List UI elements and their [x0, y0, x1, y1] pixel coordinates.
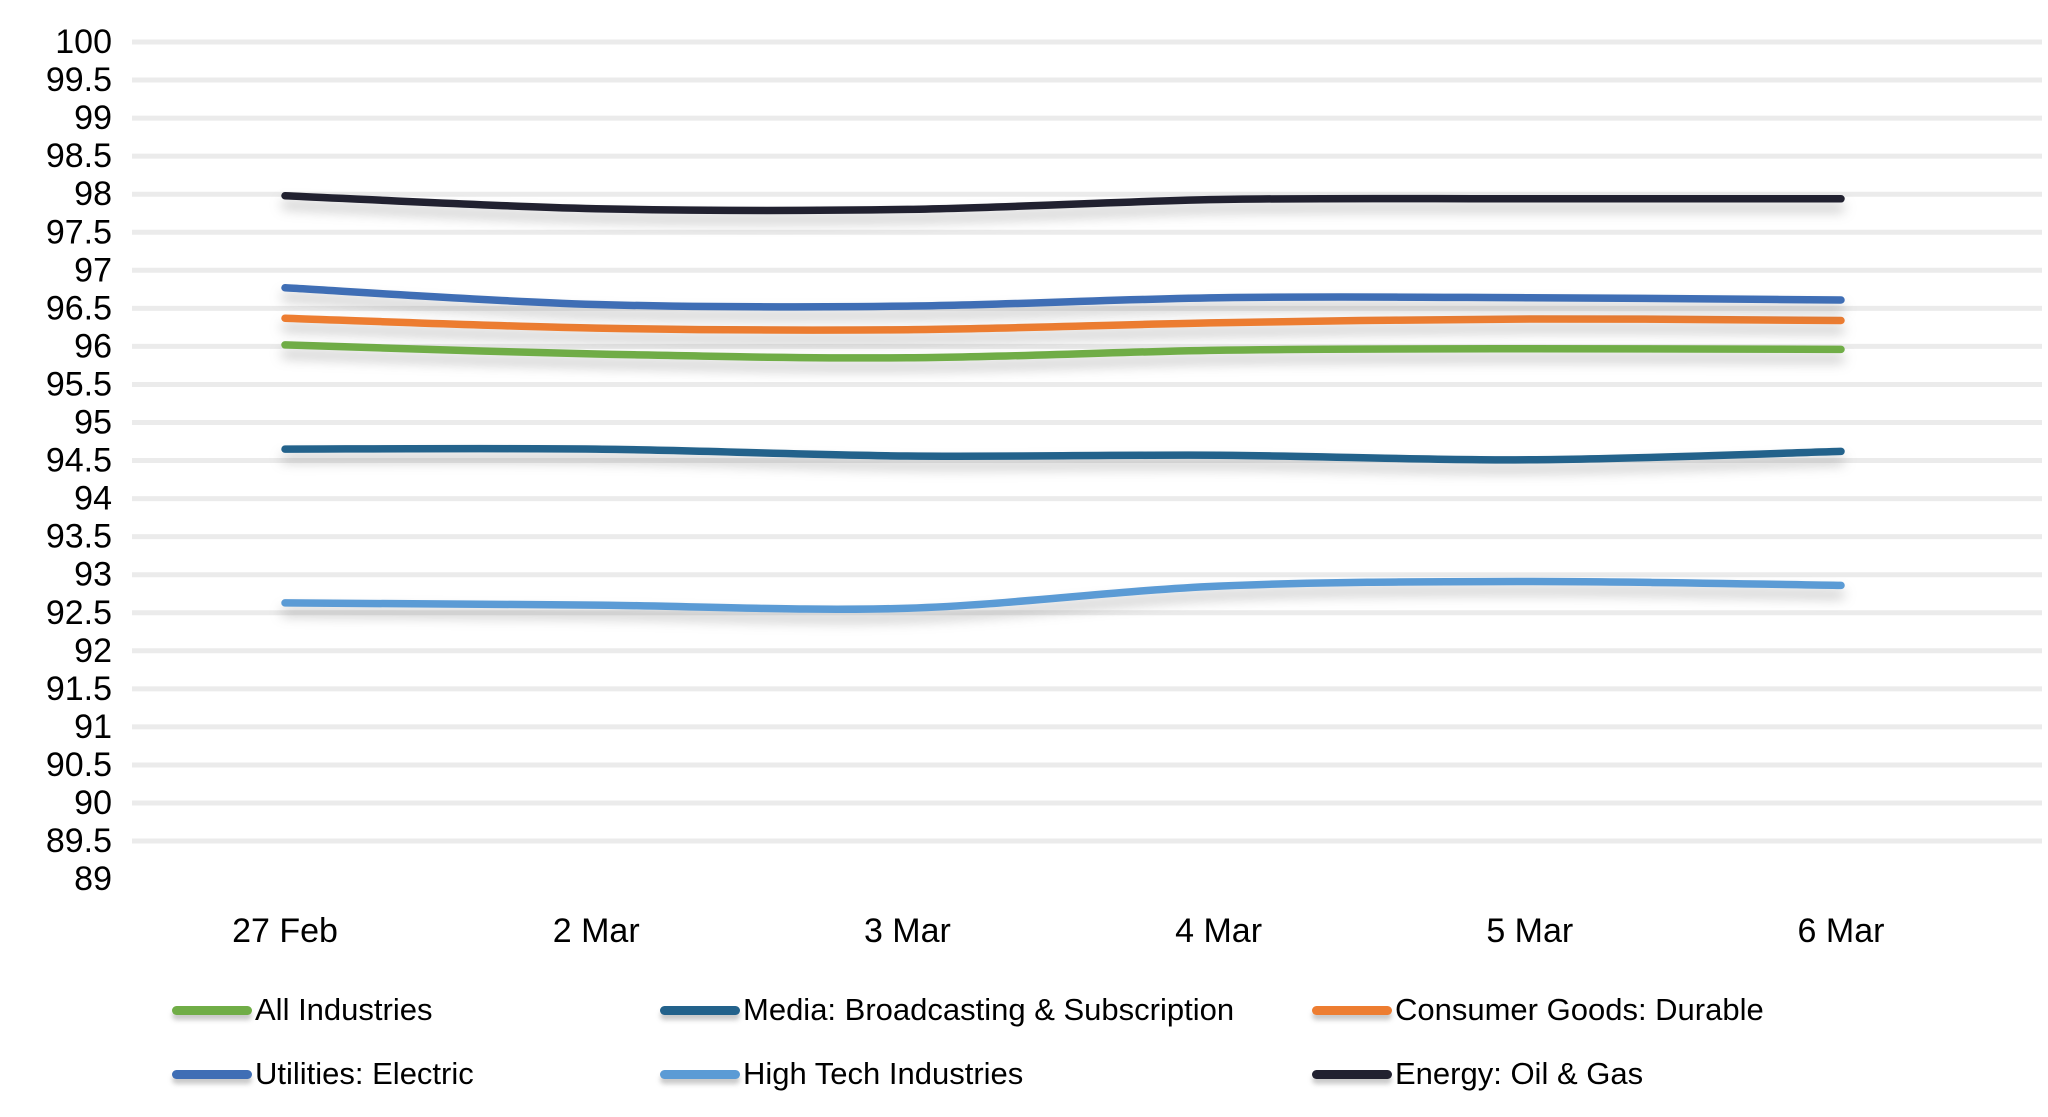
y-axis-tick-label: 100 — [55, 23, 112, 61]
y-axis-tick-label: 89.5 — [46, 822, 112, 860]
y-axis-tick-label: 95.5 — [46, 365, 112, 403]
x-axis-tick-label: 5 Mar — [1486, 912, 1573, 950]
y-axis-tick-label: 90 — [74, 784, 112, 822]
y-axis-tick-label: 96 — [74, 327, 112, 365]
series-line — [281, 284, 1845, 311]
legend-label: All Industries — [255, 992, 433, 1027]
y-axis-tick-label: 99 — [74, 99, 112, 137]
series-line — [281, 314, 1845, 334]
series-line — [281, 191, 1845, 215]
legend-item-all-industries: All Industries — [172, 992, 432, 1028]
y-axis-tick-label: 91.5 — [46, 670, 112, 708]
legend-item-media-broadcasting: Media: Broadcasting & Subscription — [660, 992, 1234, 1028]
y-axis-tick-label: 91 — [74, 708, 112, 746]
legend-item-consumer-goods: Consumer Goods: Durable — [1312, 992, 1764, 1028]
legend-label: Media: Broadcasting & Subscription — [743, 992, 1235, 1027]
legend-line-marker — [660, 1069, 740, 1079]
x-axis-tick-label: 27 Feb — [232, 912, 338, 950]
legend-line-marker — [660, 1005, 740, 1015]
y-axis-tick-label: 98.5 — [46, 137, 112, 175]
chart-legend: All Industries Media: Broadcasting & Sub… — [0, 0, 2048, 1091]
y-axis-tick-label: 96.5 — [46, 289, 112, 327]
plot-area: 10099.59998.59897.59796.59695.59594.5949… — [46, 23, 2042, 950]
legend-label: Utilities: Electric — [255, 1056, 474, 1091]
legend-item-utilities-electric: Utilities: Electric — [172, 1056, 474, 1092]
y-axis-tick-label: 97.5 — [46, 213, 112, 251]
legend-line-marker — [172, 1005, 252, 1015]
y-axis-tick-label: 94.5 — [46, 442, 112, 480]
series-line — [281, 444, 1845, 464]
y-axis-tick-label: 92 — [74, 632, 112, 670]
legend-line-marker — [172, 1069, 252, 1079]
y-axis-tick-label: 93.5 — [46, 518, 112, 556]
legend-label: High Tech Industries — [743, 1056, 1024, 1091]
series-line — [281, 341, 1845, 362]
legend-line-marker — [1312, 1069, 1392, 1079]
y-axis-tick-label: 99.5 — [46, 61, 112, 99]
y-axis-tick-label: 95 — [74, 404, 112, 442]
x-axis-tick-label: 3 Mar — [864, 912, 951, 950]
y-axis-tick-label: 93 — [74, 556, 112, 594]
y-axis-tick-label: 89 — [74, 860, 112, 898]
y-axis-tick-label: 94 — [74, 480, 112, 518]
y-axis-tick-label: 92.5 — [46, 594, 112, 632]
y-axis-tick-label: 97 — [74, 251, 112, 289]
legend-item-energy-oil-gas: Energy: Oil & Gas — [1312, 1056, 1643, 1092]
x-axis-tick-label: 6 Mar — [1798, 912, 1885, 950]
legend-label: Consumer Goods: Durable — [1395, 992, 1764, 1027]
x-axis-tick-label: 4 Mar — [1175, 912, 1262, 950]
legend-item-high-tech: High Tech Industries — [660, 1056, 1023, 1092]
y-axis-tick-label: 98 — [74, 175, 112, 213]
y-axis-tick-label: 90.5 — [46, 746, 112, 784]
series-line — [281, 577, 1845, 613]
x-axis-tick-label: 2 Mar — [553, 912, 640, 950]
legend-label: Energy: Oil & Gas — [1395, 1056, 1644, 1091]
legend-line-marker — [1312, 1005, 1392, 1015]
